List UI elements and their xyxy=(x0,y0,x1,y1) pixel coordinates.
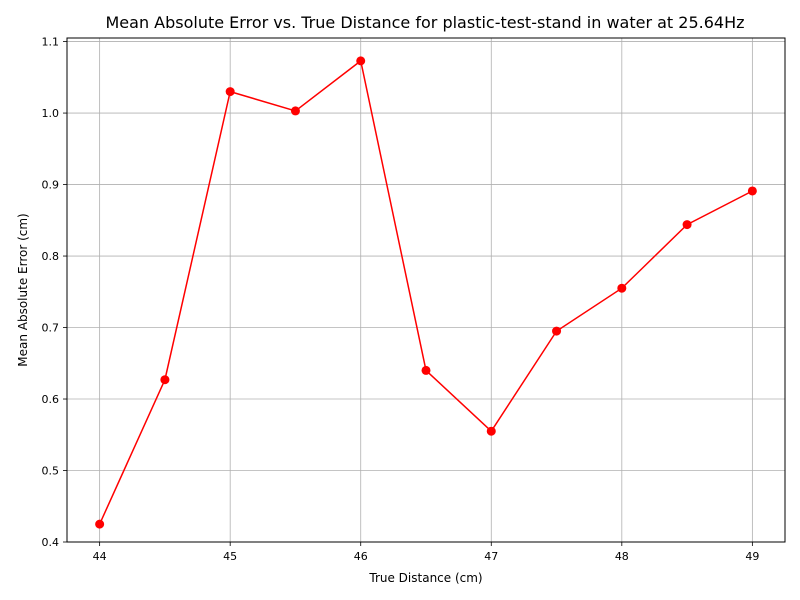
data-point xyxy=(160,375,170,385)
x-tick-label: 44 xyxy=(93,550,107,563)
x-tick-label: 45 xyxy=(223,550,237,563)
data-series xyxy=(95,56,757,529)
y-tick-label: 0.8 xyxy=(42,250,60,263)
y-axis-label: Mean Absolute Error (cm) xyxy=(16,213,30,367)
axis-ticks: 44 45 46 47 48 49 0.4 0.5 0.6 0.7 0.8 0.9 1.0 1.1 xyxy=(42,36,760,563)
x-tick-label: 47 xyxy=(484,550,498,563)
data-point xyxy=(486,426,496,436)
x-tick-label: 48 xyxy=(615,550,629,563)
x-tick-label: 49 xyxy=(745,550,759,563)
chart-title: Mean Absolute Error vs. True Distance fo… xyxy=(105,13,744,32)
data-point xyxy=(617,283,627,293)
data-point xyxy=(95,519,105,529)
x-axis-label: True Distance (cm) xyxy=(368,571,482,585)
y-tick-label: 0.4 xyxy=(42,536,60,549)
plot-frame xyxy=(66,37,786,543)
data-point xyxy=(290,106,300,116)
data-point xyxy=(225,87,235,97)
y-tick-label: 0.7 xyxy=(42,322,60,335)
y-tick-label: 0.6 xyxy=(42,393,60,406)
data-point xyxy=(747,186,757,196)
data-point xyxy=(552,326,562,336)
y-tick-label: 0.5 xyxy=(42,465,60,478)
y-tick-label: 0.9 xyxy=(42,179,60,192)
data-point xyxy=(421,365,431,375)
y-tick-label: 1.1 xyxy=(42,36,60,49)
x-tick-label: 46 xyxy=(354,550,368,563)
y-tick-label: 1.0 xyxy=(42,107,60,120)
data-point xyxy=(356,56,366,66)
data-point xyxy=(682,220,692,230)
